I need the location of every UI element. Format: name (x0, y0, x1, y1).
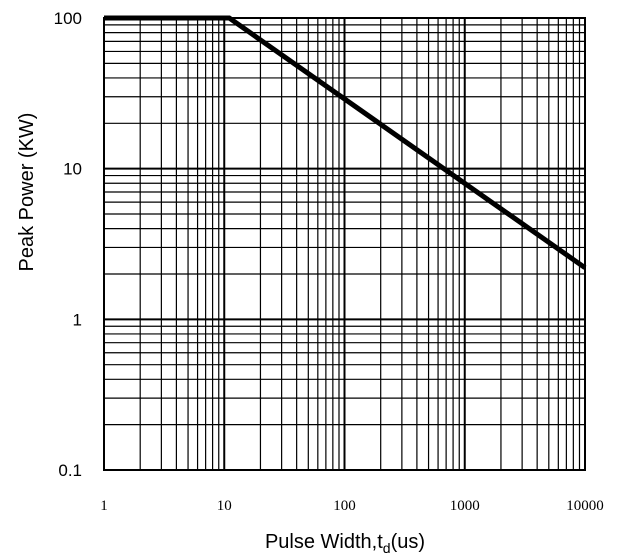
y-tick-label: 10 (63, 160, 82, 179)
x-tick-label: 1 (100, 498, 108, 514)
x-axis-title-subscript: d (383, 540, 391, 556)
x-tick-label: 1000 (450, 498, 480, 514)
tick-labels: 0.1 1 10 100 1 10 100 1000 10000 (54, 9, 604, 514)
series-layer (104, 15, 587, 270)
y-tick-label: 0.1 (58, 461, 82, 480)
x-axis-title-main: Pulse Width,t (265, 531, 383, 553)
x-tick-label: 10000 (566, 498, 604, 514)
plot-frame (103, 17, 586, 471)
grid-lines (103, 18, 585, 471)
y-axis-title: Peak Power (KW) (16, 113, 38, 272)
x-axis-title: Pulse Width,td(us) (265, 531, 425, 556)
x-tick-label: 100 (333, 498, 356, 514)
y-tick-label: 100 (54, 9, 82, 28)
x-axis-title-suffix: (us) (391, 531, 425, 553)
series-line-1 (104, 15, 587, 270)
x-tick-label: 10 (217, 498, 232, 514)
y-tick-label: 1 (73, 310, 82, 329)
